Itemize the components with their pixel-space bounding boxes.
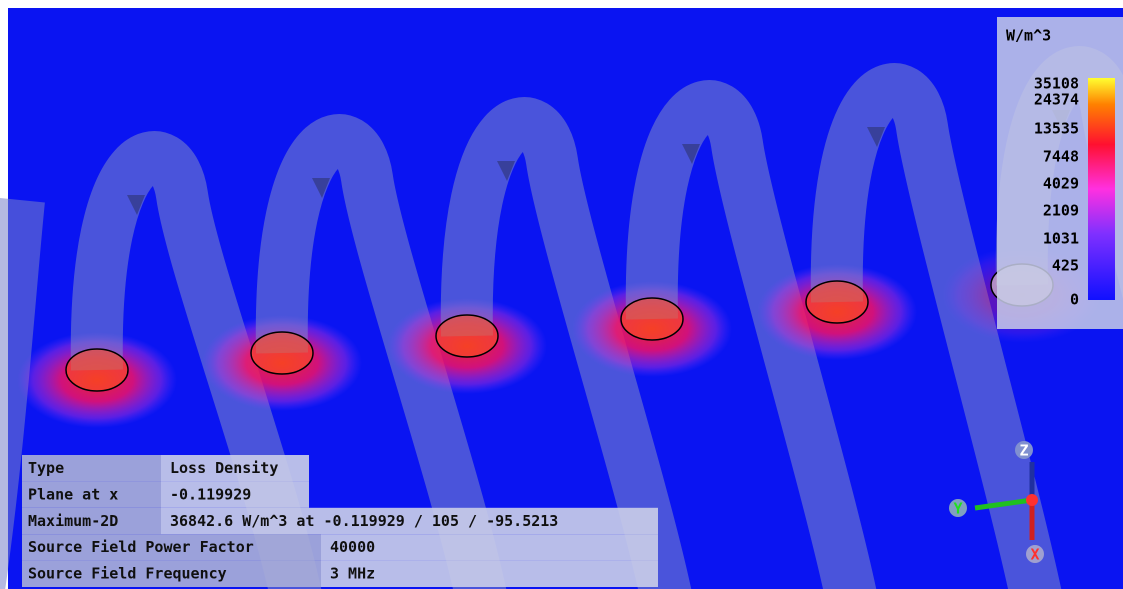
cross-section <box>621 298 683 340</box>
info-value: 3 MHz <box>330 565 375 583</box>
cross-section <box>66 349 128 391</box>
legend-unit: W/m^3 <box>1006 27 1051 45</box>
legend-label: 24374 <box>1034 91 1079 109</box>
info-value: 40000 <box>330 538 375 556</box>
viewport: W/m^3 3510824374135357448402921091031425… <box>0 0 1123 589</box>
legend-label: 13535 <box>1034 120 1079 138</box>
info-value: 36842.6 W/m^3 at -0.119929 / 105 / -95.5… <box>170 512 558 530</box>
info-value: -0.119929 <box>170 485 251 503</box>
y-label: Y <box>953 500 962 518</box>
legend-label: 7448 <box>1043 148 1079 166</box>
z-label: Z <box>1019 442 1028 460</box>
legend-label: 0 <box>1070 291 1079 309</box>
info-value: Loss Density <box>170 459 278 477</box>
colorbar <box>1088 78 1115 300</box>
legend-label: 2109 <box>1043 202 1079 220</box>
cross-section <box>806 281 868 323</box>
info-label: Maximum-2D <box>28 512 118 530</box>
info-label: Plane at x <box>28 485 118 503</box>
info-label: Source Field Power Factor <box>28 538 254 556</box>
cross-section <box>436 315 498 357</box>
info-label: Source Field Frequency <box>28 565 227 583</box>
info-label: Type <box>28 459 64 477</box>
x-label: X <box>1030 546 1039 564</box>
legend-label: 1031 <box>1043 230 1079 248</box>
legend-label: 4029 <box>1043 175 1079 193</box>
origin <box>1026 494 1038 506</box>
scene: W/m^3 3510824374135357448402921091031425… <box>0 0 1123 589</box>
cross-section <box>251 332 313 374</box>
legend-label: 425 <box>1052 257 1079 275</box>
